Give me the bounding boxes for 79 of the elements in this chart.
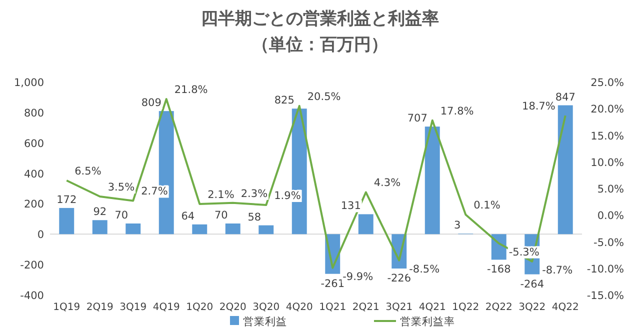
y-tick-label: 400 <box>24 168 44 180</box>
x-tick-label: 4Q22 <box>552 302 579 313</box>
x-tick-label: 4Q19 <box>152 302 180 313</box>
data-label: -168 <box>486 264 511 276</box>
x-tick-label: 1Q20 <box>186 302 214 313</box>
data-label: 3.5% <box>108 181 135 194</box>
x-tick-label: 4Q20 <box>286 302 313 313</box>
data-label: -9.9% <box>342 270 374 283</box>
y-tick-label: 0 <box>37 229 44 242</box>
x-tick-label: 3Q19 <box>120 302 147 313</box>
data-label: -226 <box>387 272 412 285</box>
bar <box>558 105 573 234</box>
bar <box>92 220 108 234</box>
data-label: 20.5% <box>307 90 341 103</box>
data-label: -8.5% <box>409 263 440 276</box>
y-tick-label: -200 <box>20 260 44 272</box>
data-label: 4.3% <box>374 177 401 190</box>
data-label: -264 <box>520 278 544 290</box>
x-tick-label: 4Q21 <box>418 302 446 313</box>
y-tick-label: 800 <box>24 107 44 120</box>
bar <box>358 214 374 234</box>
y-tick-label: 200 <box>24 198 44 211</box>
bar <box>225 223 240 234</box>
data-label: 172 <box>56 194 77 206</box>
x-tick-label: 3Q21 <box>386 302 413 313</box>
data-label: 707 <box>407 112 428 125</box>
x-tick-label: 2Q20 <box>219 302 246 313</box>
data-label: 17.8% <box>440 105 474 118</box>
x-tick-label: 2Q21 <box>352 302 380 313</box>
bar <box>192 224 208 234</box>
data-label: 64 <box>181 210 195 222</box>
y2-tick-label: 25.0% <box>590 77 624 89</box>
data-label: -5.3% <box>508 246 540 258</box>
y-tick-label: 1,000 <box>14 77 44 89</box>
legend-label: 営業利益率 <box>400 315 455 328</box>
x-tick-label: 1Q19 <box>53 302 80 313</box>
data-label: 2.1% <box>208 188 234 201</box>
chart-title: 四半期ごとの営業利益と利益率 <box>201 9 439 29</box>
data-label: -261 <box>320 278 345 290</box>
x-tick-label: 3Q22 <box>518 302 546 313</box>
data-label: 6.5% <box>74 166 102 178</box>
y2-tick-label: -10.0% <box>586 263 624 276</box>
x-tick-label: 1Q21 <box>319 302 346 313</box>
data-label: 3 <box>454 220 461 232</box>
bar <box>258 225 274 234</box>
data-label: -8.7% <box>542 264 573 276</box>
y-tick-label: 600 <box>24 138 44 150</box>
legend-label: 営業利益 <box>243 315 287 328</box>
x-tick-label: 2Q22 <box>485 302 512 313</box>
data-label: 21.8% <box>174 84 208 96</box>
bar <box>491 234 506 260</box>
bar <box>59 208 74 234</box>
data-label: 847 <box>555 91 576 104</box>
data-label: 0.1% <box>474 200 500 212</box>
y2-tick-label: 5.0% <box>597 184 624 196</box>
data-label: 58 <box>248 211 262 224</box>
data-label: 92 <box>93 206 107 218</box>
y2-tick-label: -5.0% <box>594 236 624 249</box>
y-tick-label: -400 <box>20 290 44 302</box>
x-tick-label: 1Q22 <box>452 302 480 313</box>
data-label: 2.7% <box>141 186 168 198</box>
y2-tick-label: -15.0% <box>586 290 624 302</box>
x-tick-label: 2Q19 <box>86 302 114 313</box>
y2-tick-label: 15.0% <box>590 130 624 142</box>
bar <box>126 223 141 234</box>
y2-tick-label: 10.0% <box>590 156 624 169</box>
data-label: 1.9% <box>274 190 301 202</box>
chart-subtitle: （単位：百万円） <box>252 35 388 55</box>
data-label: 825 <box>274 94 294 107</box>
y2-tick-label: 20.0% <box>590 104 624 116</box>
data-label: 131 <box>340 200 361 212</box>
data-label: 809 <box>141 97 162 110</box>
data-label: 18.7% <box>522 100 556 113</box>
data-label: 70 <box>214 209 228 222</box>
bar <box>424 126 440 234</box>
data-label: 2.3% <box>240 188 268 200</box>
y2-tick-label: 0.0% <box>597 210 624 222</box>
data-label: 70 <box>114 209 128 222</box>
x-tick-label: 3Q20 <box>252 302 280 313</box>
